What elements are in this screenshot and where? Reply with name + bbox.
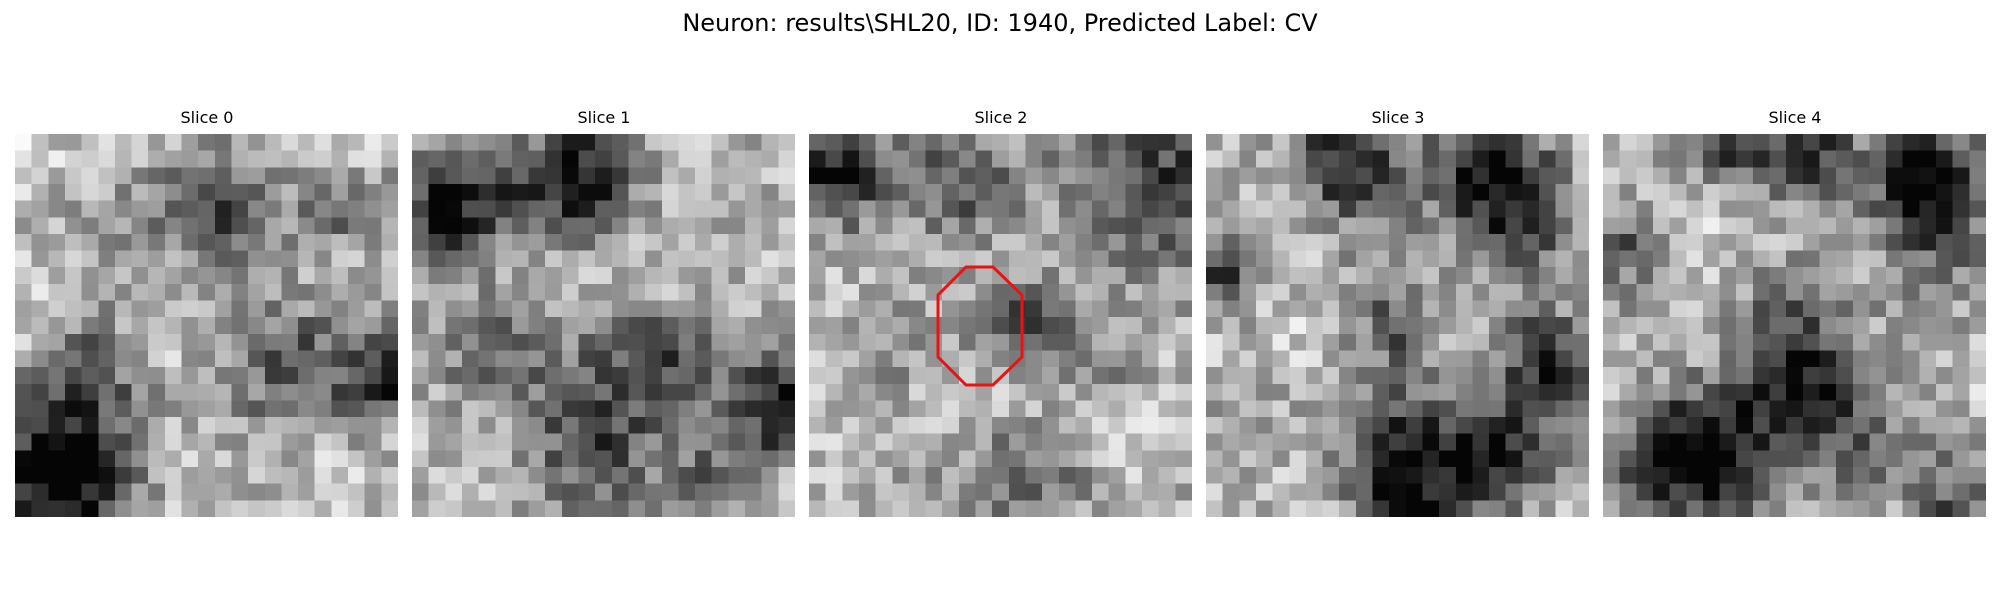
slice-title-3: Slice 3 (1371, 108, 1425, 127)
slice-image-3 (1206, 134, 1589, 517)
slice-title-0: Slice 0 (180, 108, 234, 127)
slice-title-4: Slice 4 (1768, 108, 1822, 127)
slice-panel-2: Slice 2 (809, 107, 1193, 517)
slice-title-1: Slice 1 (577, 108, 631, 127)
slice-panel-0: Slice 0 (15, 107, 399, 517)
slice-panel-4: Slice 4 (1603, 107, 1987, 517)
slice-panel-1: Slice 1 (412, 107, 796, 517)
slice-image-4 (1603, 134, 1986, 517)
figure-title: Neuron: results\SHL20, ID: 1940, Predict… (682, 9, 1318, 37)
slice-image-2 (809, 134, 1192, 517)
slice-image-1 (412, 134, 795, 517)
slice-title-2: Slice 2 (974, 108, 1028, 127)
slice-panel-3: Slice 3 (1206, 107, 1590, 517)
slice-image-0 (15, 134, 398, 517)
